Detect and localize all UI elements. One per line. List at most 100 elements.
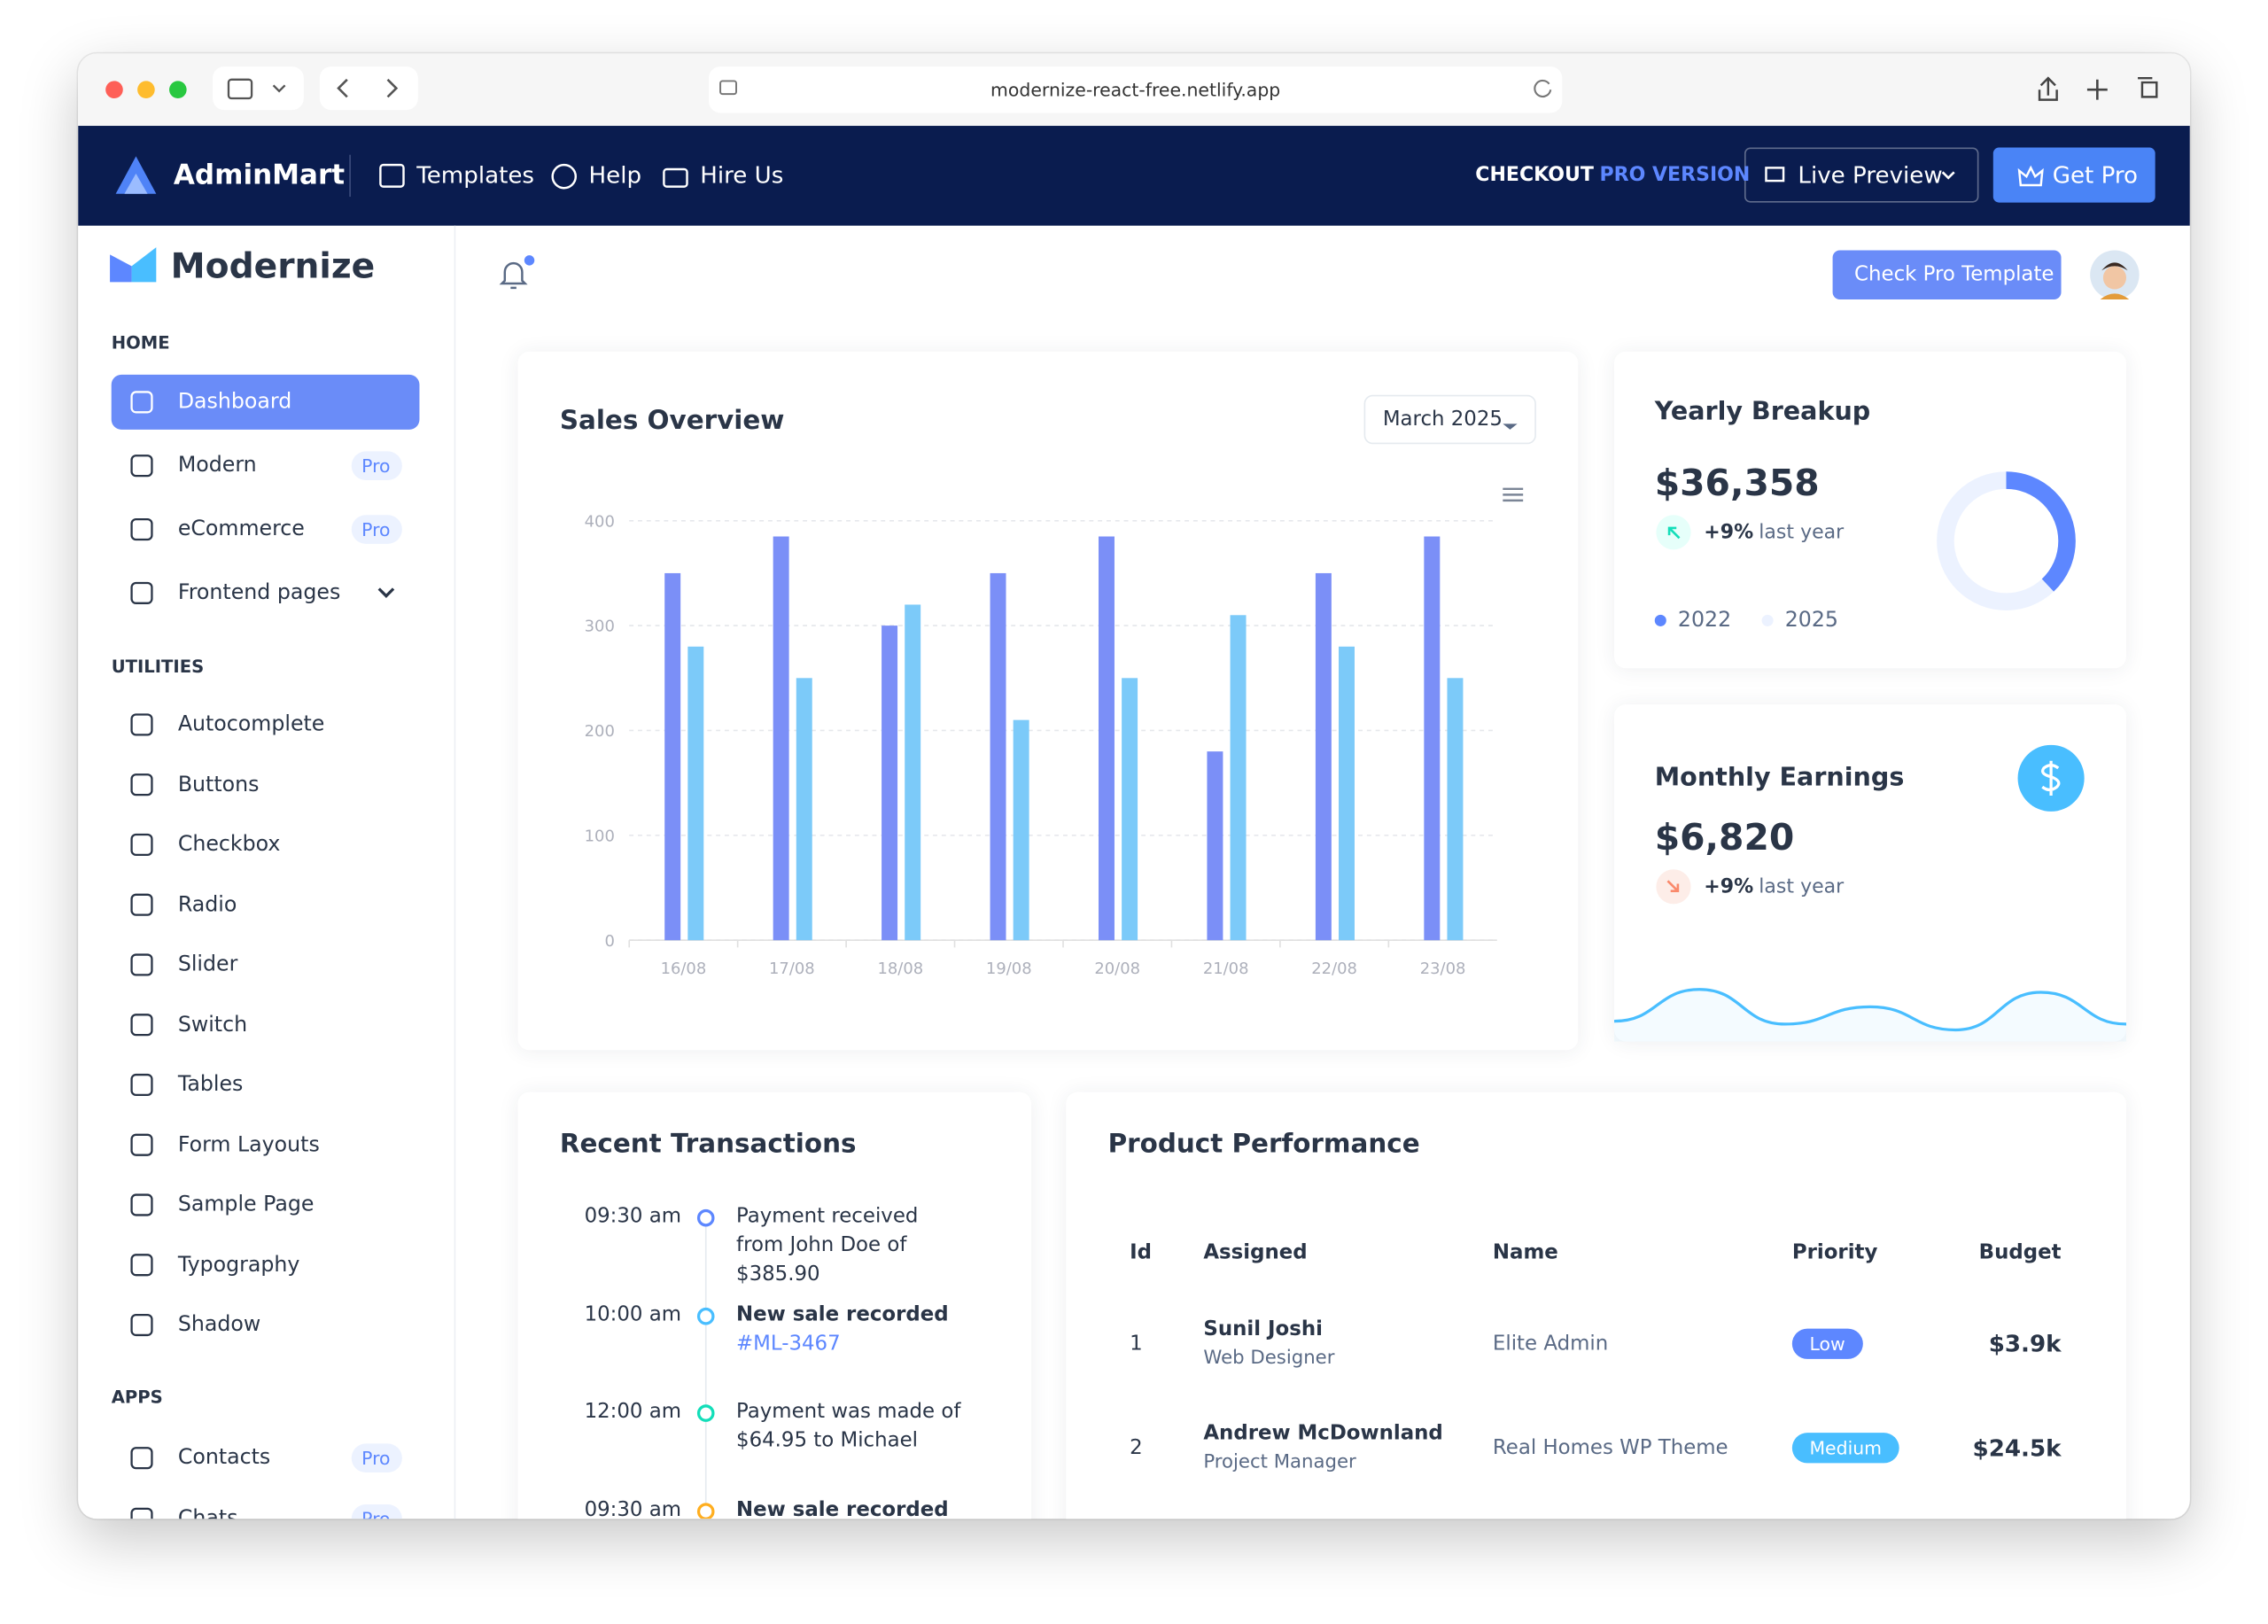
section-title: APPS bbox=[111, 1387, 163, 1408]
nav-item[interactable]: eCommerce bbox=[177, 517, 305, 541]
nav-item[interactable]: Tables bbox=[177, 1073, 244, 1097]
sidebar-brand: Modernize bbox=[170, 245, 376, 287]
bell[interactable] bbox=[499, 261, 528, 290]
yearly-card bbox=[1614, 351, 2126, 669]
legend-dot bbox=[1761, 614, 1774, 626]
live-preview-button[interactable] bbox=[1744, 147, 1979, 203]
modernize-logo bbox=[110, 254, 132, 283]
nav-link[interactable]: Templates bbox=[416, 161, 535, 190]
period: last year bbox=[1759, 874, 1845, 898]
checkout-text: PRO VERSION bbox=[1599, 163, 1751, 187]
bar bbox=[664, 572, 681, 941]
nav-item[interactable]: Frontend pages bbox=[177, 581, 341, 605]
nav-item[interactable]: Modern bbox=[177, 454, 257, 478]
nav-item[interactable]: Shadow bbox=[177, 1313, 261, 1337]
minimize-button[interactable] bbox=[137, 81, 155, 99]
nav-item[interactable]: Contacts bbox=[177, 1446, 271, 1470]
cta-label[interactable]: Check Pro Template bbox=[1854, 263, 2054, 287]
x-tick-label: 22/08 bbox=[1311, 960, 1357, 978]
column-header: Priority bbox=[1791, 1240, 1878, 1264]
nav-icon bbox=[130, 1133, 153, 1156]
sidebar-toggle[interactable] bbox=[212, 66, 304, 111]
expand-chevron[interactable] bbox=[377, 587, 395, 598]
cta-button[interactable] bbox=[1832, 250, 2062, 299]
nav-item[interactable]: Typography bbox=[177, 1253, 300, 1277]
close-button[interactable] bbox=[105, 81, 123, 99]
nav-icon bbox=[130, 455, 153, 478]
cell-id: 1 bbox=[1130, 1332, 1143, 1356]
nav-item[interactable]: Slider bbox=[177, 952, 238, 977]
cell-assigned: Andrew McDownland bbox=[1203, 1421, 1443, 1446]
nav-item[interactable]: Chats bbox=[178, 1507, 238, 1519]
card-title: Yearly Breakup bbox=[1654, 397, 1871, 427]
y-tick-label: 100 bbox=[585, 827, 615, 845]
bar bbox=[1447, 678, 1464, 941]
y-tick-label: 200 bbox=[585, 722, 615, 741]
nav-link[interactable]: Hire Us bbox=[700, 161, 784, 190]
y-tick-label: 0 bbox=[604, 932, 614, 951]
avatar-hair bbox=[2101, 262, 2128, 271]
address-bar[interactable] bbox=[708, 66, 1563, 113]
nav-item[interactable]: Switch bbox=[177, 1013, 248, 1037]
period-label[interactable]: March 2025 bbox=[1382, 408, 1503, 431]
nav-item[interactable]: Radio bbox=[177, 893, 237, 917]
card-title: Sales Overview bbox=[559, 405, 785, 437]
bar bbox=[1122, 678, 1138, 941]
live-preview-label[interactable]: Live Preview bbox=[1798, 161, 1943, 190]
transactions-card bbox=[517, 1092, 1032, 1519]
nav-buttons[interactable] bbox=[319, 66, 418, 111]
column-header: Id bbox=[1130, 1240, 1152, 1264]
nav-icon bbox=[130, 1073, 153, 1097]
nav-item[interactable]: Checkbox bbox=[177, 833, 281, 857]
bar bbox=[882, 626, 898, 941]
crown-icon bbox=[2017, 165, 2044, 187]
url[interactable]: modernize-react-free.netlify.app bbox=[990, 78, 1281, 101]
chart-menu[interactable] bbox=[1503, 487, 1524, 502]
bar bbox=[1424, 536, 1441, 941]
x-tick-label: 17/08 bbox=[769, 960, 815, 978]
y-tick-label: 400 bbox=[585, 512, 615, 531]
x-tick-label: 20/08 bbox=[1094, 960, 1140, 978]
legend-dot bbox=[1654, 614, 1666, 626]
time: 09:30 am bbox=[584, 1205, 682, 1229]
get-pro-label[interactable]: Get Pro bbox=[2052, 161, 2139, 190]
bar bbox=[905, 604, 921, 941]
x-tick-label: 18/08 bbox=[877, 960, 923, 978]
nav-item[interactable]: Dashboard bbox=[177, 390, 292, 414]
nav-icon bbox=[130, 1254, 153, 1277]
donut-segment bbox=[1937, 471, 2076, 610]
back-forward[interactable] bbox=[337, 78, 399, 98]
dollar-icon bbox=[2040, 760, 2061, 796]
card-title: Monthly Earnings bbox=[1654, 764, 1905, 793]
timeline-dot bbox=[696, 1208, 715, 1227]
reload[interactable] bbox=[1534, 79, 1552, 98]
transaction-text: Payment received from John Doe of $385.9… bbox=[736, 1205, 919, 1286]
cell-role: Project Manager bbox=[1203, 1451, 1356, 1473]
chevron bbox=[272, 84, 286, 93]
section-title: HOME bbox=[111, 332, 170, 354]
brand: AdminMart bbox=[173, 159, 346, 191]
nav-link[interactable]: Help bbox=[588, 161, 642, 190]
new-tab[interactable] bbox=[2086, 79, 2108, 100]
zoom-button[interactable] bbox=[169, 81, 187, 99]
active-nav-bg bbox=[111, 374, 420, 430]
checkout-link[interactable]: CHECKOUT PRO VERSION bbox=[1475, 163, 1750, 186]
priority-pill: Low bbox=[1791, 1328, 1863, 1359]
nav-item[interactable]: Form Layouts bbox=[177, 1133, 320, 1157]
nav-item[interactable]: Sample Page bbox=[177, 1193, 315, 1217]
transaction-text: Payment was made of $64.95 to Michael bbox=[736, 1400, 961, 1453]
nav-icon bbox=[130, 1313, 153, 1337]
bar bbox=[1339, 646, 1355, 941]
nav-icon bbox=[130, 953, 153, 976]
timeline-dot bbox=[696, 1404, 715, 1422]
transaction-link[interactable]: #ML-3467 bbox=[736, 1332, 841, 1356]
sidebar-divider bbox=[454, 225, 456, 1519]
tabs[interactable] bbox=[2138, 76, 2158, 98]
period-select[interactable] bbox=[1363, 394, 1536, 445]
modernize-logo-b bbox=[131, 247, 157, 283]
nav-item[interactable]: Autocomplete bbox=[177, 712, 325, 737]
nav-item[interactable]: Buttons bbox=[177, 773, 260, 796]
share[interactable] bbox=[2038, 76, 2058, 101]
column-header: Assigned bbox=[1203, 1240, 1308, 1264]
